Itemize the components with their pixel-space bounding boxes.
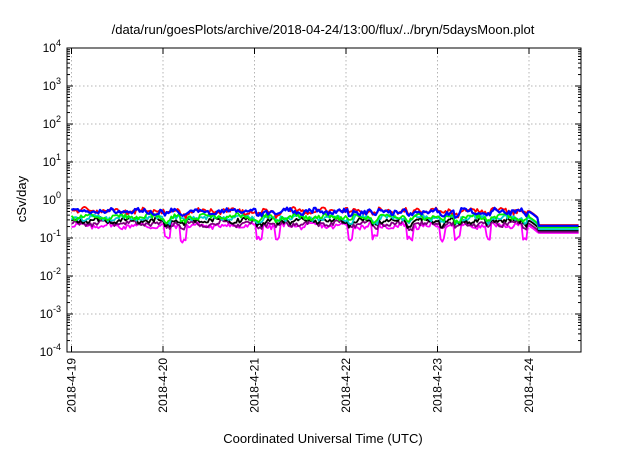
ticks: 10-4 10-3 10-2 10-1 100 101 102 103 104 2018-4-19…: [40, 38, 581, 413]
x-tick-label: 2018-4-23: [431, 358, 445, 413]
series-line: [70, 206, 579, 227]
series-line: [71, 221, 579, 244]
x-tick-label: 2018-4-20: [156, 358, 170, 413]
series-group: [70, 205, 579, 244]
x-tick-label: 2018-4-19: [65, 358, 79, 413]
chart-title: /data/run/goesPlots/archive/2018-04-24/1…: [112, 22, 535, 37]
y-tick-label: 100: [43, 190, 61, 207]
y-tick-label: 104: [43, 38, 61, 55]
x-axis-label: Coordinated Universal Time (UTC): [223, 431, 422, 446]
y-tick-label: 10-1: [40, 228, 61, 245]
x-tick-label: 2018-4-22: [339, 358, 353, 413]
y-tick-label: 10-4: [40, 342, 61, 359]
grid: [67, 48, 581, 352]
x-tick-label: 2018-4-21: [248, 358, 262, 413]
y-tick-label: 10-2: [40, 266, 61, 283]
y-tick-label: 10-3: [40, 304, 61, 321]
y-tick-label: 103: [43, 76, 61, 93]
x-tick-label: 2018-4-24: [522, 358, 536, 413]
y-tick-label: 101: [43, 152, 61, 169]
y-tick-label: 102: [43, 114, 61, 131]
y-axis-label: cSv/day: [14, 175, 29, 222]
